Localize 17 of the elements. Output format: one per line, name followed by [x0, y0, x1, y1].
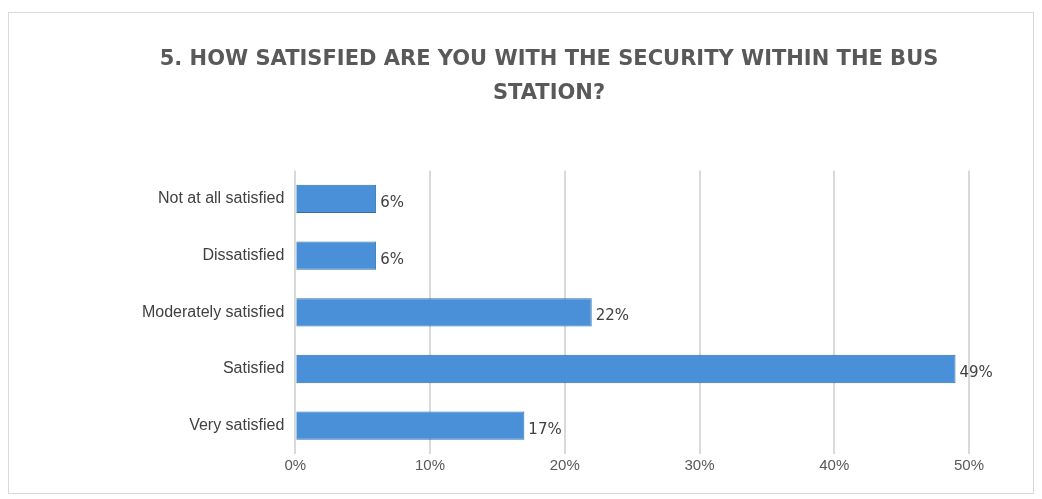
y-tick-label: Satisfied: [222, 359, 285, 377]
chart-title: 5. HOW SATISFIED ARE YOU WITH THE SECURITY WITHIN THE BUS STATION?: [158, 45, 940, 106]
x-tick-label: 10%: [415, 456, 446, 474]
x-tick-label: 40%: [819, 456, 850, 474]
y-tick-label: Very satisfied: [189, 416, 285, 434]
x-tick-label: 20%: [549, 456, 580, 474]
data-label: 17%: [528, 419, 562, 438]
x-tick-label: 0%: [284, 456, 307, 474]
data-label: 6%: [380, 192, 404, 211]
y-tick-label: Not at all satisfied: [158, 189, 285, 207]
data-label: 22%: [595, 306, 630, 325]
data-label: 49%: [959, 362, 993, 381]
data-label: 6%: [380, 249, 404, 268]
y-tick-label: Dissatisfied: [202, 246, 285, 264]
x-tick-label: 30%: [684, 456, 715, 474]
x-tick-label: 50%: [953, 456, 985, 474]
y-tick-label: Moderately satisfied: [141, 302, 285, 320]
